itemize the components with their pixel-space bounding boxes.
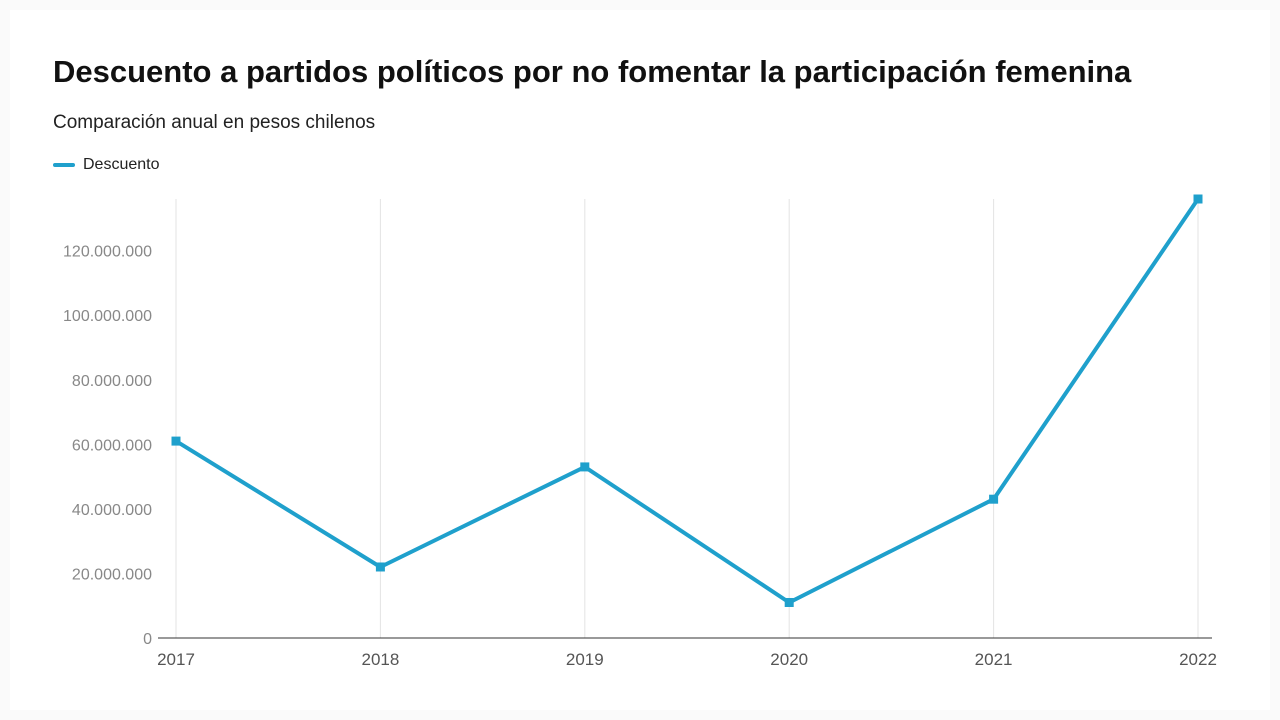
data-point-2019 [580, 462, 590, 472]
x-tick-label-2021: 2021 [975, 650, 1013, 669]
x-tick-label-2019: 2019 [566, 650, 604, 669]
data-point-2018 [375, 562, 385, 572]
legend-swatch-descuento [53, 163, 75, 167]
x-tick-label-2017: 2017 [157, 650, 195, 669]
legend: Descuento [53, 156, 160, 174]
y-tick-label: 0 [143, 631, 152, 648]
x-tick-label-2022: 2022 [1179, 650, 1217, 669]
y-tick-label: 120.000.000 [63, 244, 152, 261]
series-line-descuento [174, 197, 1200, 605]
chart-subtitle: Comparación anual en pesos chilenos [53, 112, 376, 133]
data-point-2021 [989, 494, 999, 504]
data-point-2022 [1193, 194, 1203, 204]
x-tick-label-2020: 2020 [770, 650, 808, 669]
y-tick-label: 40.000.000 [72, 502, 152, 519]
data-point-2020 [784, 597, 794, 607]
chart-card: Descuento a partidos políticos por no fo… [10, 10, 1270, 710]
y-tick-label: 100.000.000 [63, 308, 152, 325]
x-tick-label-2018: 2018 [361, 650, 399, 669]
y-tick-label: 60.000.000 [72, 437, 152, 454]
y-tick-label: 20.000.000 [72, 566, 152, 583]
data-point-2017 [171, 436, 181, 446]
y-tick-label: 80.000.000 [72, 373, 152, 390]
legend-label-descuento: Descuento [83, 156, 160, 173]
chart-title: Descuento a partidos políticos por no fo… [53, 54, 1132, 89]
